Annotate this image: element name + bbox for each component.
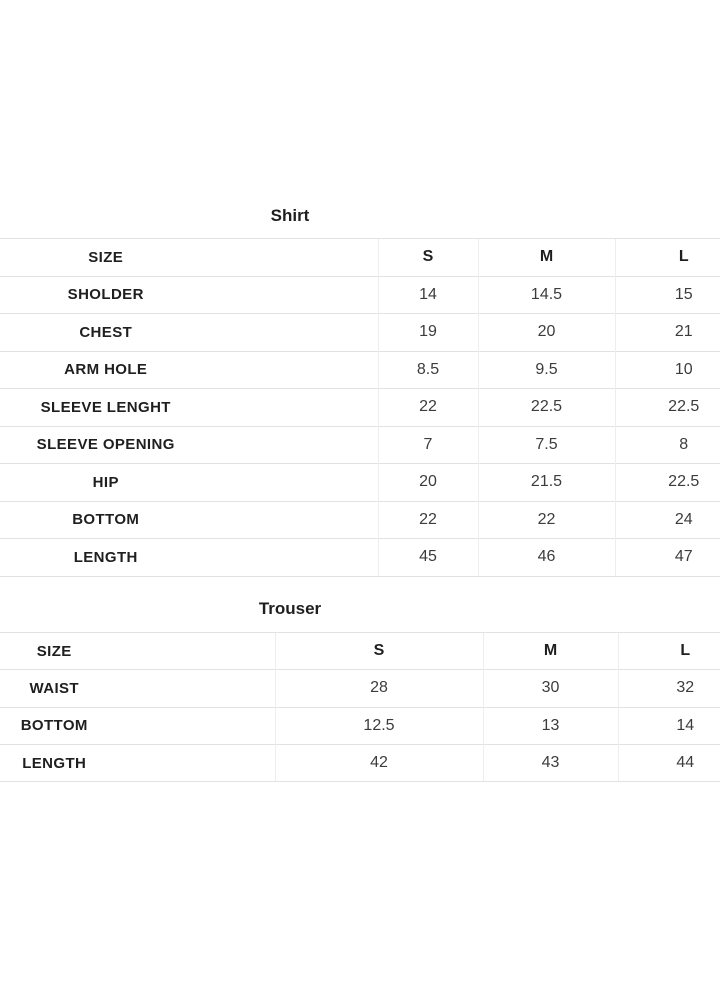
measure-label-cell: SLEEVE OPENING <box>0 425 378 464</box>
measure-value-cell: 10 <box>614 350 720 389</box>
table-row: BOTTOM 22 22 24 <box>0 500 720 539</box>
measure-value-cell: 24 <box>614 500 720 539</box>
table-row: HIP 20 21.5 22.5 <box>0 463 720 501</box>
measure-value-cell: 43 <box>482 743 618 783</box>
table-row: CHEST 19 20 21 <box>0 313 720 351</box>
trouser-section-title: Trouser <box>258 599 322 618</box>
table-row: WAIST 28 30 32 <box>0 669 720 708</box>
table-row: LENGTH 42 43 44 <box>0 743 720 783</box>
table-header-row: SIZE S M L <box>0 238 720 276</box>
measure-value-cell: 30 <box>482 669 618 708</box>
size-column-header: SIZE <box>0 238 378 276</box>
measure-value-cell: 9.5 <box>477 350 615 389</box>
table-row: SLEEVE OPENING 7 7.5 8 <box>0 425 720 464</box>
measure-value-cell: 12.5 <box>274 706 483 745</box>
measure-label-cell: SLEEVE LENGHT <box>0 388 378 426</box>
measure-value-cell: 7.5 <box>477 425 615 464</box>
measure-value-cell: 45 <box>377 538 478 577</box>
measure-value-cell: 44 <box>617 743 720 783</box>
measure-value-cell: 21.5 <box>477 463 615 501</box>
measure-value-cell: 22 <box>477 500 615 539</box>
measure-value-cell: 46 <box>477 538 615 577</box>
table-row: SLEEVE LENGHT 22 22.5 22.5 <box>0 388 720 426</box>
size-m-header: M <box>477 238 615 276</box>
shirt-section-title: Shirt <box>270 206 310 225</box>
measure-label-cell: LENGTH <box>0 743 275 783</box>
table-header-row: SIZE S M L <box>0 631 720 670</box>
measure-value-cell: 47 <box>614 538 720 577</box>
measure-value-cell: 8.5 <box>377 350 478 389</box>
shirt-size-table: SIZE S M L SHOLDER 14 14.5 15 CHEST 19 2… <box>0 238 720 577</box>
measure-value-cell: 14 <box>377 275 478 314</box>
size-s-header: S <box>377 238 478 276</box>
measure-label-cell: BOTTOM <box>0 706 275 745</box>
measure-value-cell: 22.5 <box>477 388 615 426</box>
measure-value-cell: 22.5 <box>614 388 720 426</box>
measure-label-cell: HIP <box>0 463 378 501</box>
measure-value-cell: 22 <box>377 388 478 426</box>
measure-value-cell: 14 <box>617 706 720 745</box>
measure-label-cell: SHOLDER <box>0 275 378 314</box>
measure-label-cell: WAIST <box>0 669 275 708</box>
measure-label-cell: LENGTH <box>0 538 378 577</box>
size-m-header: M <box>482 631 618 670</box>
measure-label-cell: ARM HOLE <box>0 350 378 389</box>
measure-label-cell: CHEST <box>0 313 378 351</box>
measure-value-cell: 14.5 <box>477 275 615 314</box>
size-l-header: L <box>614 238 720 276</box>
size-column-header: SIZE <box>0 631 275 670</box>
measure-value-cell: 19 <box>377 313 478 351</box>
table-row: ARM HOLE 8.5 9.5 10 <box>0 350 720 389</box>
measure-value-cell: 7 <box>377 425 478 464</box>
measure-label-cell: BOTTOM <box>0 500 378 539</box>
table-row: BOTTOM 12.5 13 14 <box>0 706 720 745</box>
measure-value-cell: 20 <box>377 463 478 501</box>
size-l-header: L <box>617 631 720 670</box>
measure-value-cell: 22.5 <box>614 463 720 501</box>
measure-value-cell: 21 <box>614 313 720 351</box>
measure-value-cell: 20 <box>477 313 615 351</box>
trouser-size-table: SIZE S M L WAIST 28 30 32 BOTTOM 12.5 13… <box>0 631 720 783</box>
table-row: LENGTH 45 46 47 <box>0 538 720 577</box>
measure-value-cell: 13 <box>482 706 618 745</box>
table-row: SHOLDER 14 14.5 15 <box>0 275 720 314</box>
measure-value-cell: 15 <box>614 275 720 314</box>
size-s-header: S <box>274 631 483 670</box>
measure-value-cell: 28 <box>274 669 483 708</box>
measure-value-cell: 42 <box>274 743 483 783</box>
measure-value-cell: 32 <box>617 669 720 708</box>
measure-value-cell: 22 <box>377 500 478 539</box>
measure-value-cell: 8 <box>614 425 720 464</box>
